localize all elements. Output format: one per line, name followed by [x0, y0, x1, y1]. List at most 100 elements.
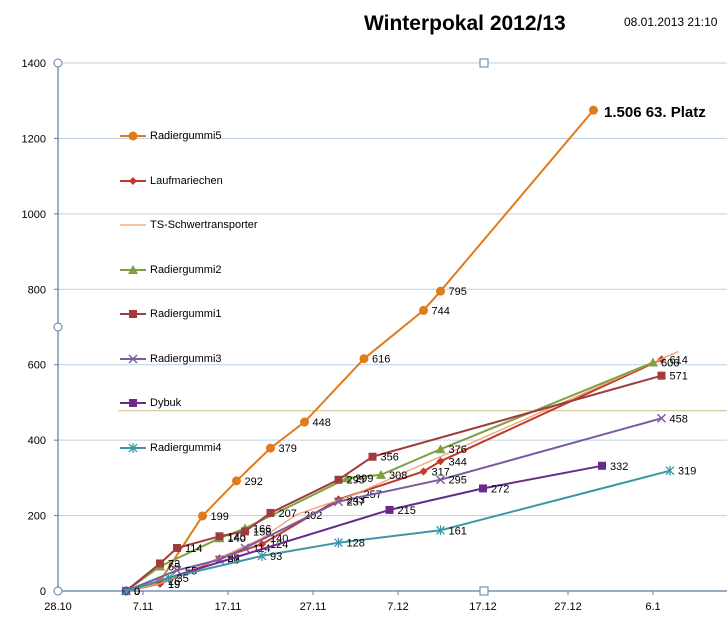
x-tick-label: 28.10 [44, 601, 72, 613]
x-tick-label: 7.12 [387, 601, 408, 613]
legend-item: Radiergummi1 [118, 304, 222, 324]
data-point [121, 586, 131, 596]
data-point [436, 457, 445, 466]
series-radiergummi4: 0 35 93 128 161 319 [121, 465, 696, 598]
x-tick-label: 17.12 [469, 601, 497, 613]
y-tick-label: 800 [28, 284, 46, 296]
data-point [334, 537, 343, 548]
legend-label: Dybuk [150, 397, 182, 409]
data-point [334, 475, 343, 484]
legend-label: Radiergummi2 [150, 263, 222, 276]
series-line [125, 109, 595, 592]
x-tick-label: 7.11 [133, 601, 154, 613]
data-label: 199 [211, 511, 229, 523]
x-tick-label: 27.11 [300, 601, 327, 613]
data-point [479, 484, 487, 493]
data-label: 614 [670, 354, 688, 366]
legend-item: TS-Schwertransporter [118, 215, 258, 235]
data-point [156, 559, 164, 568]
legend-item: Radiergummi4 [118, 438, 222, 458]
data-label: 0 [134, 586, 140, 598]
data-point [385, 505, 394, 514]
legend-marker [129, 176, 137, 185]
data-point [657, 371, 666, 380]
x-tick-label: 17.11 [215, 601, 242, 613]
data-label: 272 [491, 483, 509, 495]
data-label: 158 [253, 526, 271, 538]
data-point [173, 544, 181, 553]
legend-marker [128, 131, 138, 141]
data-label: 0 [134, 586, 140, 598]
data-label: 458 [670, 413, 688, 425]
selection-handle [53, 322, 63, 332]
data-label: 795 [449, 286, 467, 298]
data-label: 332 [610, 461, 628, 473]
data-label: 295 [449, 475, 467, 487]
legend-swatch [120, 353, 146, 364]
legend-marker [128, 442, 138, 453]
data-label: 379 [279, 443, 297, 455]
data-label: 19 [168, 579, 180, 591]
data-point [266, 443, 275, 453]
data-point [435, 475, 446, 485]
data-label: 161 [449, 525, 467, 537]
data-label: 0 [134, 586, 140, 598]
selection-handle [479, 586, 489, 596]
data-point [656, 413, 667, 423]
selection-handle [53, 58, 63, 68]
legend-label: Laufmariechen [150, 174, 223, 187]
series-dybuk: 0 215 272 332 [122, 461, 628, 598]
x-tick-label: 27.12 [554, 601, 582, 613]
data-label: 744 [432, 305, 450, 317]
data-point [419, 305, 428, 315]
legend-marker [129, 310, 137, 318]
series-line [125, 469, 671, 592]
data-point [172, 565, 182, 575]
data-label: 616 [372, 354, 390, 366]
data-point [376, 469, 386, 479]
legend-marker [128, 264, 138, 274]
data-label: 0 [134, 586, 140, 598]
legend-label: TS-Schwertransporter [150, 219, 258, 231]
y-tick-label: 400 [28, 435, 46, 447]
data-point [598, 461, 606, 470]
legend-swatch [120, 131, 146, 141]
data-label: 19 [168, 579, 180, 591]
y-tick-label: 0 [40, 586, 46, 598]
data-point [419, 467, 428, 476]
data-point [266, 508, 275, 517]
data-label: 319 [678, 466, 696, 478]
selection-handle [479, 58, 489, 68]
legend-label: Radiergummi1 [150, 308, 222, 320]
data-point [241, 527, 249, 536]
data-label: 0 [134, 586, 140, 598]
series-line [125, 361, 654, 592]
data-label: 317 [432, 466, 450, 478]
data-label: 35 [177, 573, 189, 585]
data-label: 606 [661, 357, 679, 369]
legend-swatch [120, 176, 146, 185]
data-point [257, 550, 267, 561]
x-tick-label: 6.1 [645, 601, 660, 613]
data-label: 376 [449, 444, 467, 456]
selection-handle [53, 586, 63, 596]
data-label: 207 [279, 508, 297, 520]
legend-swatch [120, 442, 146, 453]
data-point [368, 452, 377, 461]
data-label: 292 [245, 476, 263, 488]
legend-item: Radiergummi2 [118, 260, 222, 280]
data-label: 0 [134, 586, 140, 598]
data-point [258, 540, 266, 549]
legend-marker [128, 353, 138, 364]
data-label: 215 [398, 505, 416, 517]
data-label: 166 [253, 523, 271, 535]
data-label: 128 [347, 538, 365, 550]
y-tick-label: 600 [28, 360, 46, 372]
legend-swatch [120, 224, 146, 226]
legend-marker [129, 399, 137, 407]
data-label: 356 [381, 452, 399, 464]
series-line [125, 464, 603, 592]
